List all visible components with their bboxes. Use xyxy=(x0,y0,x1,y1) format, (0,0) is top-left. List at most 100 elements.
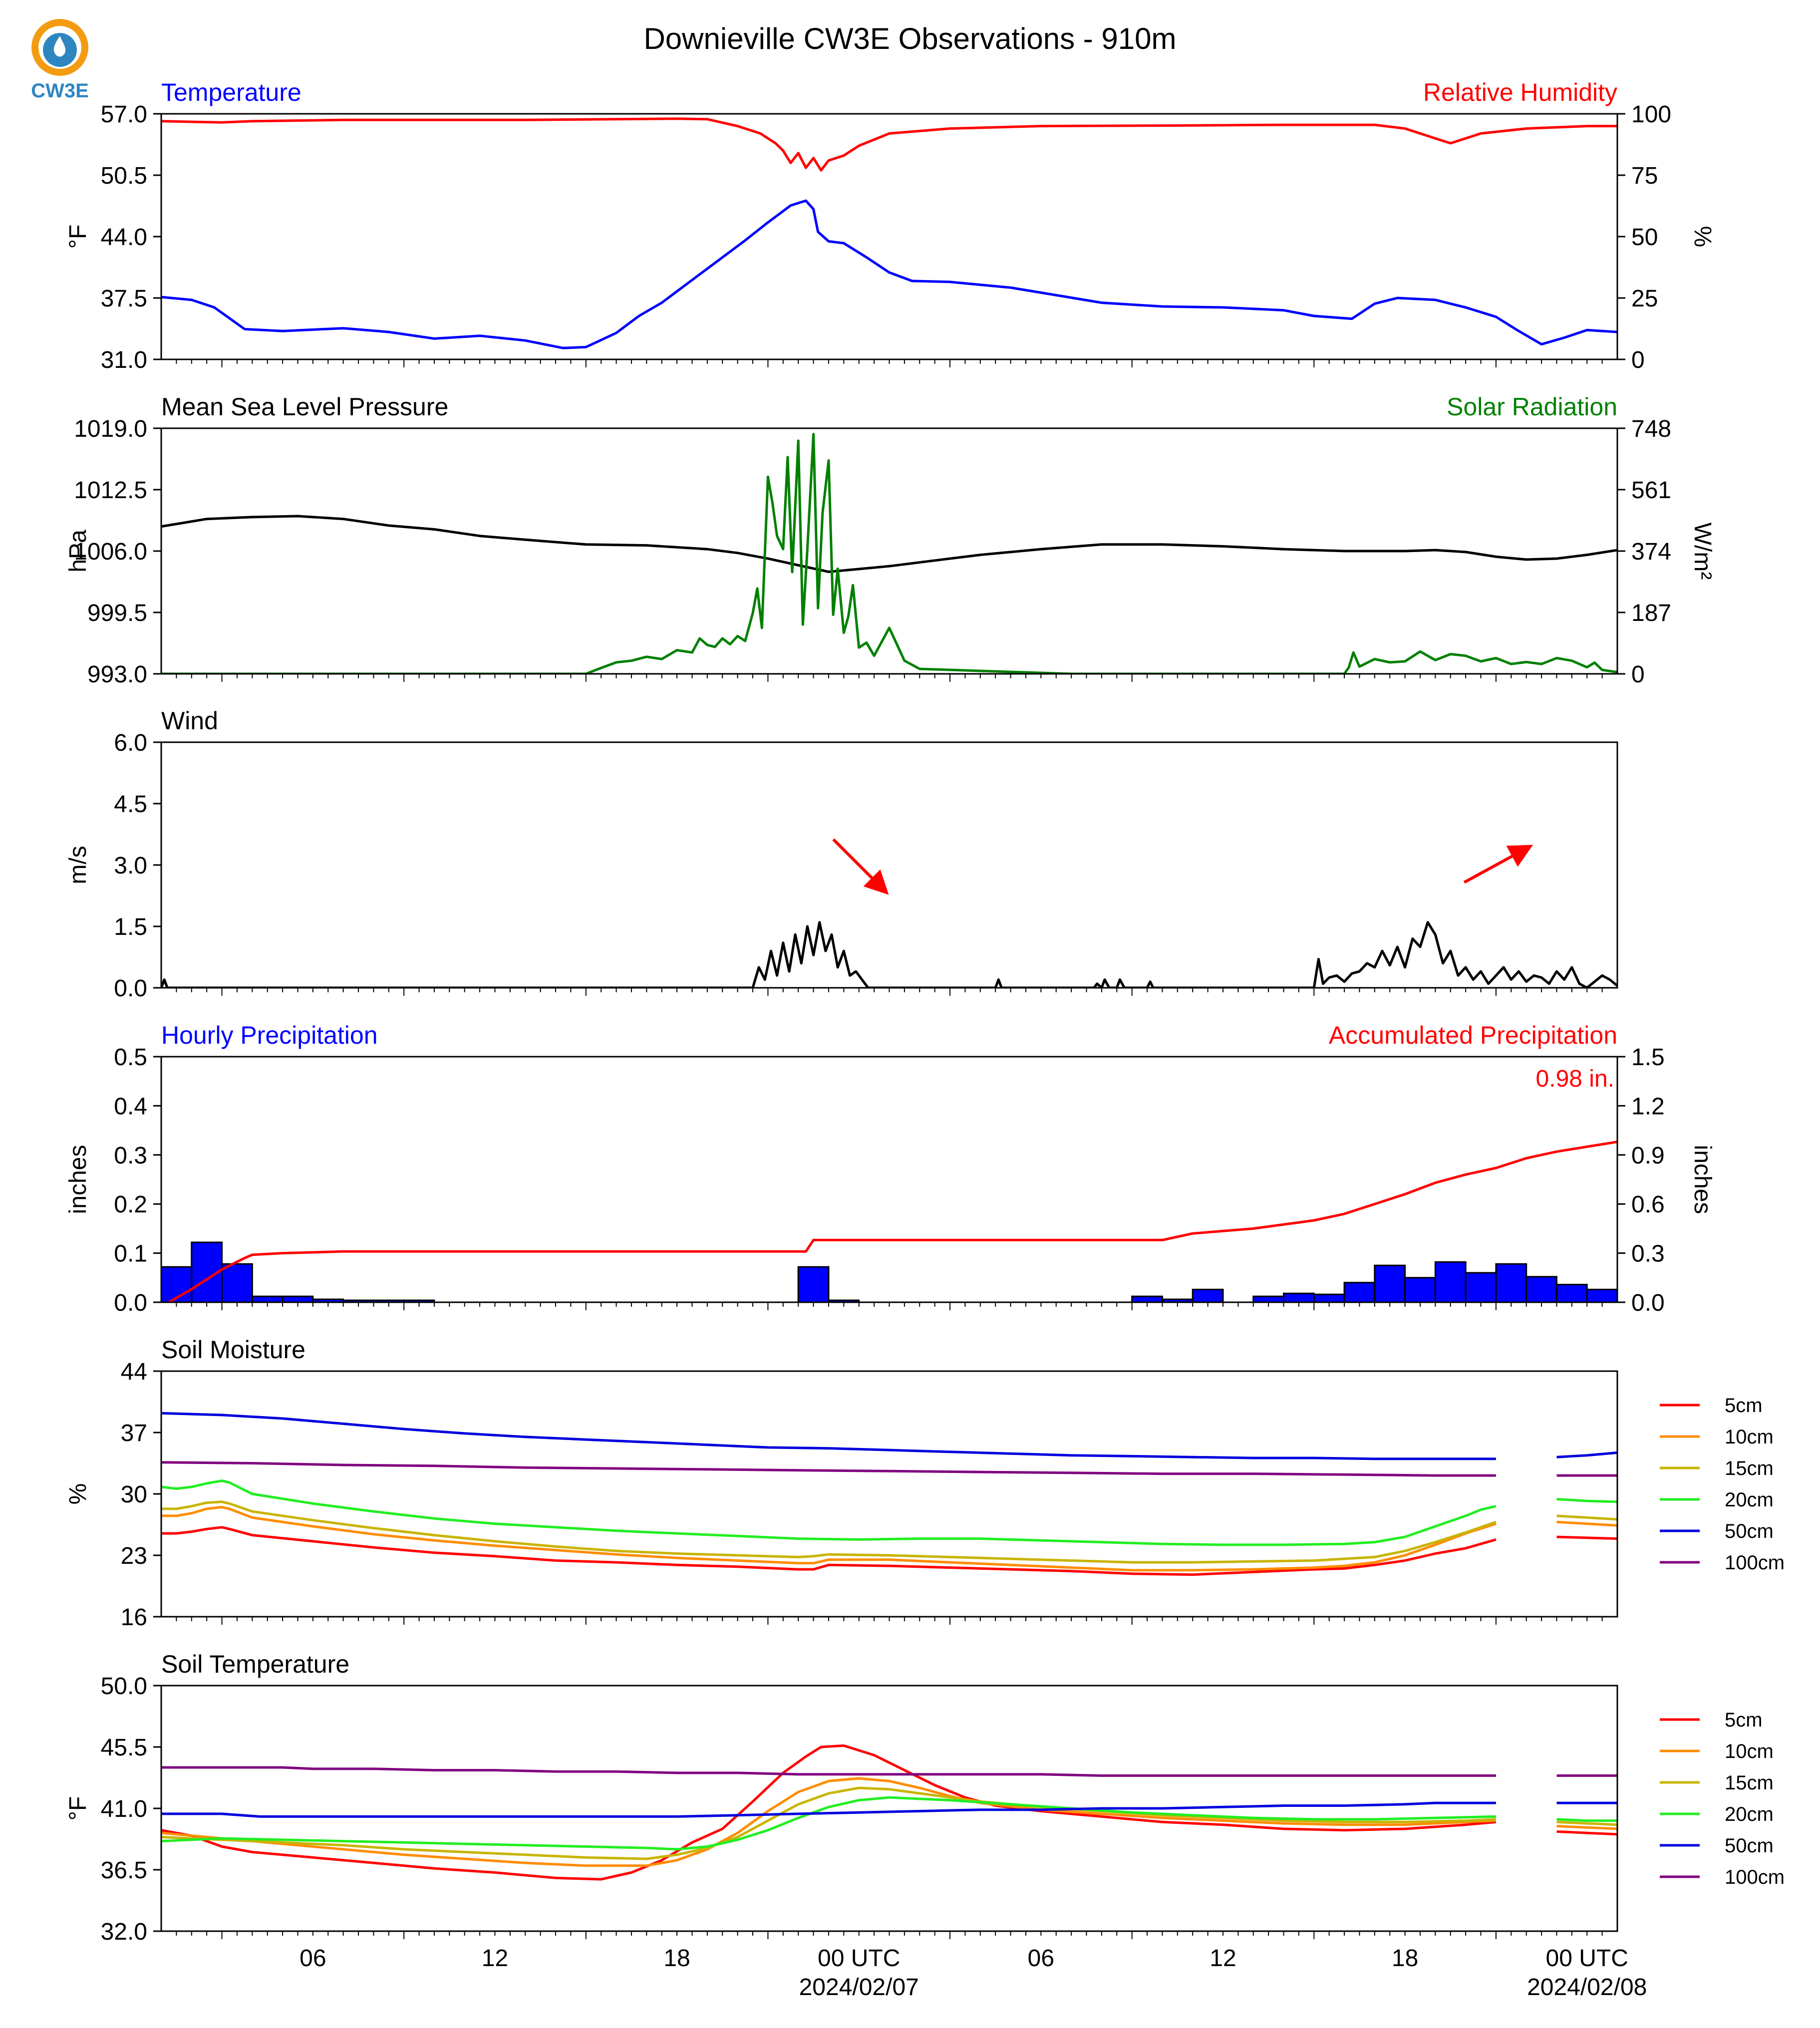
plot-area xyxy=(161,117,1617,349)
legend-label: 20cm xyxy=(1725,1803,1774,1825)
panel-frame xyxy=(160,1056,1618,1303)
y-tick-label-right: 1.2 xyxy=(1631,1093,1665,1120)
series-line-5cm xyxy=(161,1526,1617,1576)
plot-area xyxy=(161,1141,1617,1302)
series-line-15cm xyxy=(161,1786,1617,1860)
precip-bar xyxy=(1434,1261,1467,1302)
panel-temperature-rh: Temperature Relative Humidity 57.0 50.5 44.0… xyxy=(65,78,1716,373)
y-tick-label: 0.4 xyxy=(114,1093,147,1120)
y-tick-label: 0.1 xyxy=(114,1241,147,1267)
y-tick-label: 1012.5 xyxy=(74,477,147,504)
series-line-15cm xyxy=(161,1500,1617,1564)
y-axis-label-right: inches xyxy=(1689,1145,1716,1214)
series-line-solar-radiation xyxy=(161,433,1617,674)
legend-label: 5cm xyxy=(1725,1395,1763,1417)
y-tick-label: 36.5 xyxy=(101,1857,147,1884)
series-line-relative-humidity xyxy=(161,117,1617,172)
legend-label: 10cm xyxy=(1725,1740,1774,1762)
panel-title-left: Wind xyxy=(161,707,218,735)
panel-frame xyxy=(160,427,1618,675)
panel-title-left: Temperature xyxy=(161,78,302,106)
panel-title-left: Soil Moisture xyxy=(161,1336,305,1364)
y-tick-label: 993.0 xyxy=(87,661,147,688)
series-line-accumulated-precipitation xyxy=(168,1141,1617,1302)
y-tick-label-right: 0 xyxy=(1631,661,1645,688)
panel-frame xyxy=(160,741,1618,989)
precip-bar xyxy=(1192,1288,1224,1302)
y-tick-label: 16 xyxy=(121,1604,147,1631)
x-tick-label: 12 xyxy=(482,1945,508,1972)
legend-label: 100cm xyxy=(1725,1552,1785,1574)
legend-label: 15cm xyxy=(1725,1457,1774,1479)
y-tick-label: 37 xyxy=(121,1420,147,1447)
x-tick-label: 06 xyxy=(300,1945,326,1972)
accumulated-total-label: 0.98 in. xyxy=(1536,1066,1614,1092)
panel-title-right: Relative Humidity xyxy=(1423,78,1617,106)
precip-bar xyxy=(1283,1292,1315,1302)
y-tick-label: 1006.0 xyxy=(74,539,147,565)
logo: CW3E xyxy=(31,19,89,102)
y-tick-label-right: 187 xyxy=(1631,600,1671,626)
precip-bar xyxy=(251,1295,284,1302)
y-tick-label: 31.0 xyxy=(101,347,147,373)
y-tick-label: 23 xyxy=(121,1543,147,1569)
y-tick-label: 57.0 xyxy=(101,101,147,128)
y-tick-label: 45.5 xyxy=(101,1735,147,1761)
series-line-100cm xyxy=(161,1766,1617,1777)
x-tick-label: 12 xyxy=(1210,1945,1236,1972)
panel-precipitation: Hourly Precipitation Accumulated Precipit… xyxy=(65,1021,1716,1316)
legend: 5cm 10cm 15cm 20cm 50cm 100cm xyxy=(1660,1709,1785,1888)
plot-area xyxy=(161,921,1617,988)
y-tick-label-right: 1.5 xyxy=(1631,1044,1665,1071)
precip-bar xyxy=(1525,1276,1557,1302)
series-line-wind xyxy=(161,921,1617,988)
legend-label: 5cm xyxy=(1725,1709,1763,1731)
panel-soil-moisture: Soil Moisture4437302316%5cm10cm15cm20cm5… xyxy=(65,1336,1785,1631)
logo-ring-icon xyxy=(31,19,88,76)
precip-bar xyxy=(797,1266,830,1302)
y-tick-label-right: 748 xyxy=(1631,416,1671,442)
precip-bar xyxy=(1465,1272,1497,1302)
x-tick-label: 00 UTC xyxy=(818,1945,900,1972)
precip-bar xyxy=(221,1263,253,1302)
y-tick-label-right: 0.6 xyxy=(1631,1191,1665,1218)
wind-direction-arrow xyxy=(1463,845,1533,884)
y-tick-label: 30 xyxy=(121,1481,147,1508)
x-date-label: 2024/02/08 xyxy=(1527,1974,1647,2001)
plot-area xyxy=(161,1744,1617,1881)
precip-bar xyxy=(1252,1295,1285,1302)
series-line-50cm xyxy=(161,1412,1617,1460)
legend-label: 50cm xyxy=(1725,1835,1774,1857)
wind-direction-arrow xyxy=(832,838,889,895)
precip-bar xyxy=(1343,1282,1376,1302)
y-tick-label-right: 0.3 xyxy=(1631,1241,1665,1267)
y-tick-label-right: 75 xyxy=(1631,163,1658,189)
series-line-5cm xyxy=(161,1744,1617,1881)
y-tick-label: 0.0 xyxy=(114,975,147,1002)
panel-title-right: Accumulated Precipitation xyxy=(1329,1021,1617,1049)
panel-frame xyxy=(160,1685,1618,1932)
y-axis-label-right: W/m² xyxy=(1689,523,1716,580)
x-tick-label: 18 xyxy=(663,1945,690,1972)
y-tick-label: 41.0 xyxy=(101,1796,147,1822)
y-tick-label: 44.0 xyxy=(101,224,147,251)
precip-bar xyxy=(1495,1263,1527,1302)
y-tick-label-right: 50 xyxy=(1631,224,1658,251)
panel-frame xyxy=(160,113,1618,360)
y-tick-label-right: 0.0 xyxy=(1631,1290,1665,1316)
series-line-20cm xyxy=(161,1479,1617,1546)
precip-bar xyxy=(1374,1264,1406,1302)
y-tick-label: 1019.0 xyxy=(74,416,147,442)
series-line-50cm xyxy=(161,1801,1617,1818)
legend-label: 10cm xyxy=(1725,1426,1774,1448)
y-tick-label: 3.0 xyxy=(114,853,147,879)
y-tick-label-right: 561 xyxy=(1631,477,1671,504)
series-line-mean-sea-level-pressure xyxy=(161,515,1617,574)
precip-bar xyxy=(1404,1277,1436,1302)
y-tick-label: 37.5 xyxy=(101,286,147,312)
y-tick-label: 50.0 xyxy=(101,1673,147,1700)
y-tick-label-right: 374 xyxy=(1631,539,1671,565)
legend-label: 15cm xyxy=(1725,1772,1774,1794)
x-tick-label: 18 xyxy=(1392,1945,1418,1972)
